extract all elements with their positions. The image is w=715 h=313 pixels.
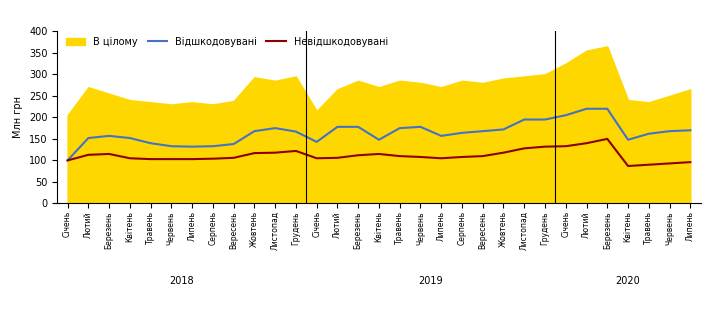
Y-axis label: Млн грн: Млн грн — [14, 96, 24, 138]
Text: 2020: 2020 — [616, 276, 641, 286]
Text: 2018: 2018 — [169, 276, 194, 286]
Text: 2019: 2019 — [418, 276, 443, 286]
Legend: В цілому, Відшкодовувані, Невідшкодовувані: В цілому, Відшкодовувані, Невідшкодовува… — [62, 33, 392, 50]
